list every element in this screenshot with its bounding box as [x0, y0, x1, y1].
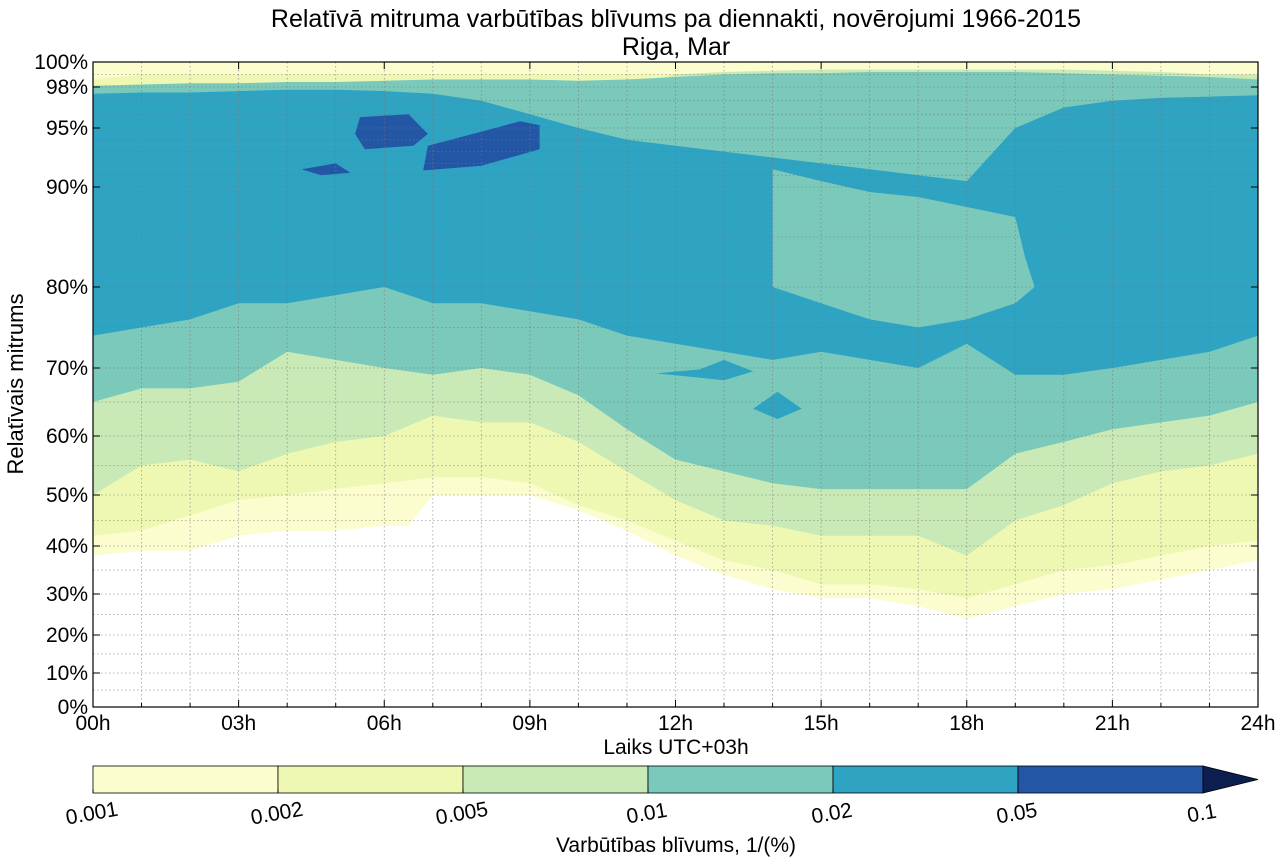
- x-tick-label: 03h: [221, 712, 256, 735]
- x-tick-label: 09h: [512, 712, 547, 735]
- y-tick-label: 0%: [58, 696, 88, 719]
- x-tick-label: 12h: [658, 712, 693, 735]
- colorbar-band: [647, 765, 834, 794]
- colorbar-band: [277, 765, 464, 794]
- y-tick-label: 40%: [46, 535, 88, 558]
- x-tick-label: 15h: [804, 712, 839, 735]
- x-tick-label: 00h: [75, 712, 110, 735]
- axis-ticks: 00h 03h 06h 09h 12h 15h 18h 21h 24h 0% 10% 20% 30% 40…: [34, 51, 1275, 735]
- plot-grid: [93, 62, 1258, 707]
- y-tick-label: 10%: [46, 662, 88, 685]
- x-tick-label: 18h: [949, 712, 984, 735]
- colorbar: 0.001 0.002 0.005 0.01 0.02 0.05 0.1: [64, 765, 1259, 829]
- colorbar-label: Varbūtības blīvums, 1/(%): [556, 834, 796, 857]
- x-tick-label: 21h: [1095, 712, 1130, 735]
- colorbar-extend-arrow: [1202, 765, 1259, 794]
- chart-title: Relatīvā mitruma varbūtības blīvums pa d…: [271, 5, 1081, 33]
- y-axis-label: Relatīvais mitrums: [3, 294, 28, 475]
- colorbar-tick-label: 0.1: [1185, 800, 1218, 828]
- contour-island-0.02: [753, 391, 802, 419]
- y-tick-label: 80%: [46, 276, 88, 299]
- y-tick-label: 90%: [46, 176, 88, 199]
- y-tick-label: 30%: [46, 583, 88, 606]
- y-tick-label: 100%: [34, 51, 88, 74]
- x-tick-label: 24h: [1240, 712, 1275, 735]
- contour-island-0.01: [772, 169, 1035, 328]
- x-tick-label: 06h: [367, 712, 402, 735]
- contour-island-0.05: [423, 121, 540, 171]
- x-axis-label: Laiks UTC+03h: [603, 736, 748, 759]
- contour-island-0.02: [656, 359, 754, 381]
- colorbar-band: [92, 765, 279, 794]
- colorbar-band: [832, 765, 1019, 794]
- contour-island-0.05: [301, 163, 351, 176]
- y-tick-label: 60%: [46, 425, 88, 448]
- y-tick-label: 95%: [46, 117, 88, 140]
- colorbar-band: [462, 765, 649, 794]
- y-tick-label: 20%: [46, 624, 88, 647]
- y-tick-label: 98%: [46, 76, 88, 99]
- y-tick-label: 70%: [46, 357, 88, 380]
- chart-subtitle: Riga, Mar: [622, 33, 730, 61]
- colorbar-band: [1017, 765, 1204, 794]
- contour-island-0.05: [355, 114, 428, 150]
- y-tick-label: 50%: [46, 484, 88, 507]
